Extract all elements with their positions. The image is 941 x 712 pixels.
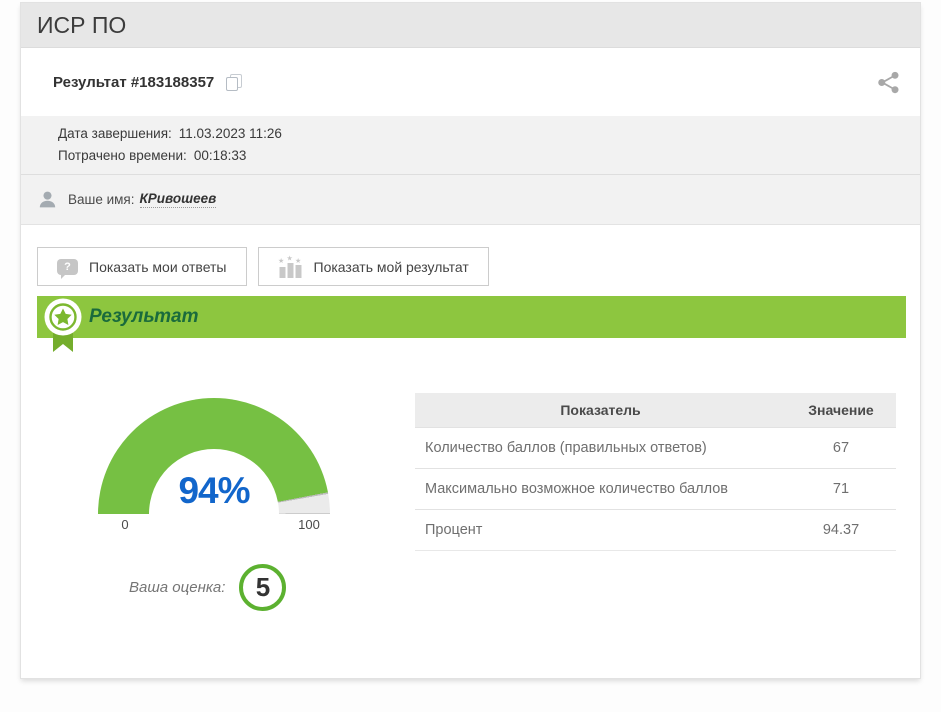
podium-icon: ★ ★ ★ xyxy=(278,255,303,278)
column-header-value: Значение xyxy=(786,393,896,428)
table-row: Количество баллов (правильных ответов) 6… xyxy=(415,427,896,469)
gauge-column: 94% 0 100 Ваша оценка: 5 xyxy=(98,393,330,611)
user-name-label: Ваше имя: xyxy=(68,192,135,207)
gauge-min-label: 0 xyxy=(121,517,129,532)
finish-date-value: 11.03.2023 11:26 xyxy=(178,126,282,141)
result-banner: Результат xyxy=(37,296,906,352)
row-value: 94.37 xyxy=(786,509,896,551)
row-value: 71 xyxy=(786,468,896,510)
user-section: Ваше имя: КРивошеев xyxy=(21,175,920,225)
finish-date-label: Дата завершения: xyxy=(58,126,172,141)
time-spent-label: Потрачено времени: xyxy=(58,148,187,163)
result-card: ИСР ПО Результат #183188357 Дата заверше… xyxy=(20,2,921,679)
svg-text:★: ★ xyxy=(278,257,284,265)
app-title: ИСР ПО xyxy=(37,11,127,38)
banner-title: Результат xyxy=(89,306,199,327)
action-buttons: ? Показать мои ответы ★ ★ ★ Показать мой… xyxy=(21,225,920,286)
question-bubble-icon: ? xyxy=(57,258,78,279)
svg-text:★: ★ xyxy=(295,257,301,265)
result-header: Результат #183188357 xyxy=(21,48,920,116)
show-result-button[interactable]: ★ ★ ★ Показать мой результат xyxy=(257,247,489,286)
result-title: Результат #183188357 xyxy=(53,73,215,91)
row-value: 67 xyxy=(786,427,896,469)
score-gauge: 94% xyxy=(98,398,330,514)
time-spent-row: Потрачено времени: 00:18:33 xyxy=(58,145,920,167)
app-header: ИСР ПО xyxy=(21,3,920,48)
gauge-max-label: 100 xyxy=(298,517,320,532)
table-header-row: Показатель Значение xyxy=(415,393,896,428)
grade-badge: 5 xyxy=(239,564,287,611)
row-label: Процент xyxy=(415,509,786,551)
medal-icon xyxy=(41,298,85,363)
svg-text:★: ★ xyxy=(286,255,292,263)
share-icon xyxy=(878,71,899,93)
time-spent-value: 00:18:33 xyxy=(193,148,247,163)
show-answers-label: Показать мои ответы xyxy=(89,258,227,275)
column-header-indicator: Показатель xyxy=(415,393,786,428)
result-table: Показатель Значение Количество баллов (п… xyxy=(415,393,896,551)
meta-section: Дата завершения: 11.03.2023 11:26 Потраче… xyxy=(21,116,920,175)
result-table-column: Показатель Значение Количество баллов (п… xyxy=(415,393,896,551)
table-row: Процент 94.37 xyxy=(415,509,896,551)
finish-date-row: Дата завершения: 11.03.2023 11:26 xyxy=(58,123,920,145)
table-row: Максимально возможное количество баллов … xyxy=(415,468,896,510)
row-label: Максимально возможное количество баллов xyxy=(415,468,786,510)
grade-label: Ваша оценка: xyxy=(129,579,226,596)
gauge-axis-labels: 0 100 xyxy=(98,514,330,536)
result-content: 94% 0 100 Ваша оценка: 5 Показатель Зна xyxy=(21,338,920,611)
grade-row: Ваша оценка: 5 xyxy=(129,564,330,611)
copy-icon[interactable] xyxy=(226,73,243,91)
user-name-value: КРивошеев xyxy=(139,191,217,208)
gauge-percent-value: 94% xyxy=(178,470,250,511)
show-result-label: Показать мой результат xyxy=(313,258,469,275)
row-label: Количество баллов (правильных ответов) xyxy=(415,427,786,469)
share-button[interactable] xyxy=(875,69,902,96)
show-answers-button[interactable]: ? Показать мои ответы xyxy=(37,247,247,286)
person-icon xyxy=(37,189,58,210)
